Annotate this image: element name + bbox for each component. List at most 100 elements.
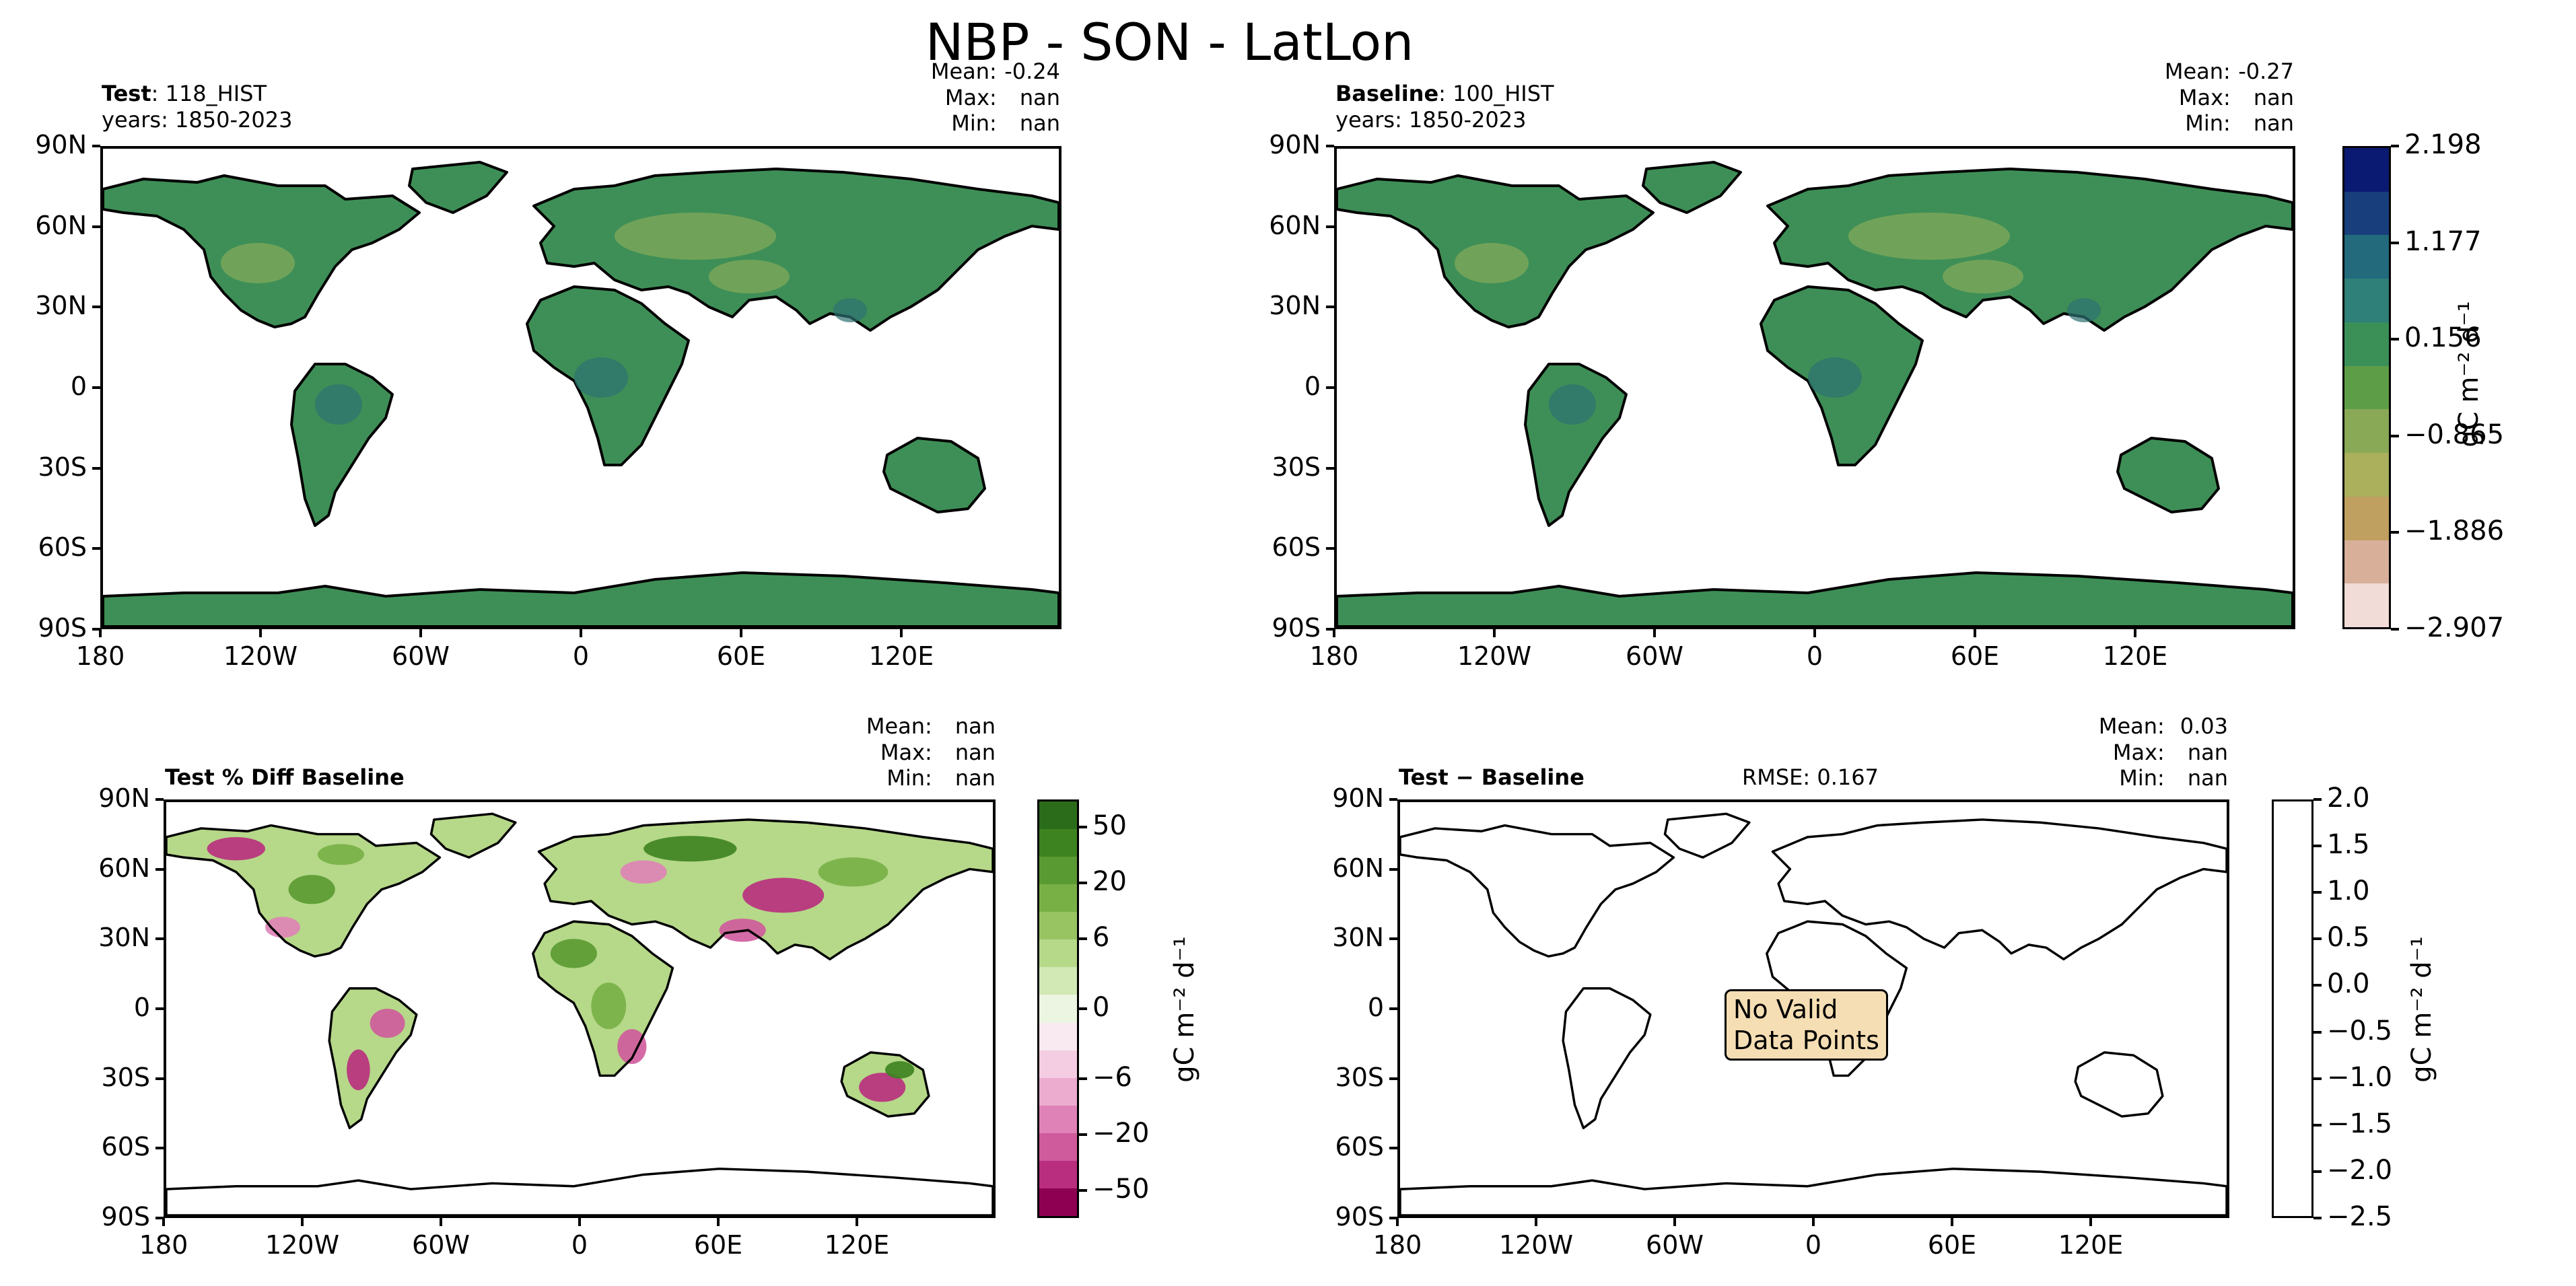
colorbar-tick-mark [2313,891,2322,894]
colorbar-tick-mark [2313,1170,2322,1173]
lat-tick-mark [92,225,100,228]
lon-tick-mark [1653,629,1656,637]
lat-tick-label: 0 [1367,993,1384,1022]
lon-tick-mark [580,629,582,637]
lon-tick-label: 60E [716,641,766,671]
pct-diff-patch [620,860,667,884]
lat-tick-label: 90N [1332,783,1384,813]
diff-stats: Mean: 0.03 Max: nan Min: nan [2099,713,2228,791]
colorbar-tick-label: 1.177 [2404,225,2482,257]
lon-tick-label: 60E [1950,641,2000,671]
antarctica-landmass [103,571,1059,627]
pctdiff-panel-label: Test % Diff Baseline [165,764,405,791]
colorbar-segment [1039,801,1077,830]
colorbar-tick-label: −2.0 [2327,1154,2393,1186]
pct-diff-patch [742,878,825,913]
colorbar-tick-label: 2.198 [2404,129,2482,160]
test-map-svg [103,161,1059,627]
wet-region [2067,298,2101,322]
greenland-outline [429,812,517,859]
lon-tick-label: 60W [412,1230,470,1260]
pctdiff-max-label: Max: [880,739,932,765]
lat-tick-label: 30S [1272,452,1321,482]
baseline-label-bold: Baseline [1335,81,1439,106]
diff-rmse: RMSE: 0.167 [1742,764,1879,790]
eurasia-landmass [1766,168,2293,332]
lat-tick-label: 30S [38,452,87,482]
colorbar-segment [2344,540,2389,584]
lat-tick-label: 30N [1269,291,1321,321]
figure-title: NBP - SON - LatLon [925,12,1414,72]
baseline-min-label: Min: [2185,110,2231,136]
northAmerica-outline [166,824,442,958]
main-colorbar-label: gC m⁻² d⁻¹ [2453,301,2484,448]
northAmerica-outline [1400,824,1675,958]
colorbar-tick-mark [1079,1077,1087,1080]
lat-tick-mark [155,867,164,871]
pct-diff-patch [288,875,335,904]
wet-region [315,384,362,425]
lon-tick-mark [1951,1218,1953,1226]
no-valid-data-box: No Valid Data Points [1725,989,1888,1061]
lon-tick-label: 60W [1646,1230,1704,1260]
lon-tick-label: 120W [1498,1230,1574,1260]
baseline-stats: Mean: -0.27 Max: nan Min: nan [2165,59,2294,137]
colorbar-tick-mark [2313,1217,2322,1219]
colorbar-segment [1039,884,1077,913]
wet-region [833,298,867,322]
colorbar-tick-mark [2313,1077,2322,1080]
colorbar-tick-mark [1079,1133,1087,1136]
baseline-mean-value: -0.27 [2238,59,2294,84]
lat-tick-label: 90S [101,1202,150,1231]
lon-tick-label: 120E [2058,1230,2124,1260]
eurasia-landmass [532,168,1059,332]
lon-tick-mark [162,1218,165,1226]
no-valid-data-line-2: Data Points [1733,1026,1879,1055]
main-colorbar-segments [2344,148,2389,628]
test-min-label: Min: [951,110,997,136]
dry-region [615,213,776,260]
colorbar-segment [1039,1160,1077,1188]
colorbar-tick-label: −20 [1092,1117,1150,1149]
pct-diff-patch [818,857,889,887]
lat-tick-mark [92,145,100,147]
colorbar-segment [1039,1188,1077,1216]
lat-tick-label: 30S [101,1062,150,1092]
lat-tick-label: 0 [70,371,87,401]
colorbar-tick-mark [1079,826,1087,829]
antarctica-outline [1400,1168,2227,1215]
lon-tick-label: 180 [75,641,125,671]
pctdiff-colorbar-segments [1039,801,1077,1216]
lat-tick-mark [92,628,100,631]
colorbar-segment [1039,1022,1077,1050]
baseline-panel-label: Baseline: 100_HIST [1335,81,1554,107]
eurasia-outline [537,818,993,961]
dry-region [1943,260,2023,293]
lon-tick-label: 120W [1457,641,1532,671]
colorbar-tick-mark [2313,984,2322,987]
lon-tick-mark [1813,629,1816,637]
pct-diff-patch [347,1049,370,1091]
lon-tick-mark [301,1218,304,1226]
lon-tick-label: 60W [392,641,450,671]
diff-max-label: Max: [2112,739,2165,765]
diff-max-value: nan [2187,739,2228,765]
colorbar-segment [2344,148,2389,192]
colorbar-tick-mark [1079,882,1087,885]
lon-tick-mark [419,629,422,637]
lat-tick-label: 60N [1269,210,1321,240]
lon-tick-label: 120E [824,1230,890,1260]
lon-tick-label: 60E [1927,1230,1977,1260]
lon-tick-mark [1974,629,1976,637]
lat-tick-mark [92,466,100,470]
lat-tick-mark [1389,798,1397,801]
lon-tick-mark [99,629,102,637]
pct-diff-patch [550,939,597,968]
colorbar-tick-label: −2.907 [2404,612,2505,643]
lat-tick-mark [1326,145,1334,147]
lat-tick-mark [1389,1077,1397,1080]
pct-diff-patch [617,1029,647,1065]
colorbar-tick-mark [1079,937,1087,941]
lon-tick-label: 120W [223,641,298,671]
colorbar-tick-label: 0 [1092,992,1110,1023]
